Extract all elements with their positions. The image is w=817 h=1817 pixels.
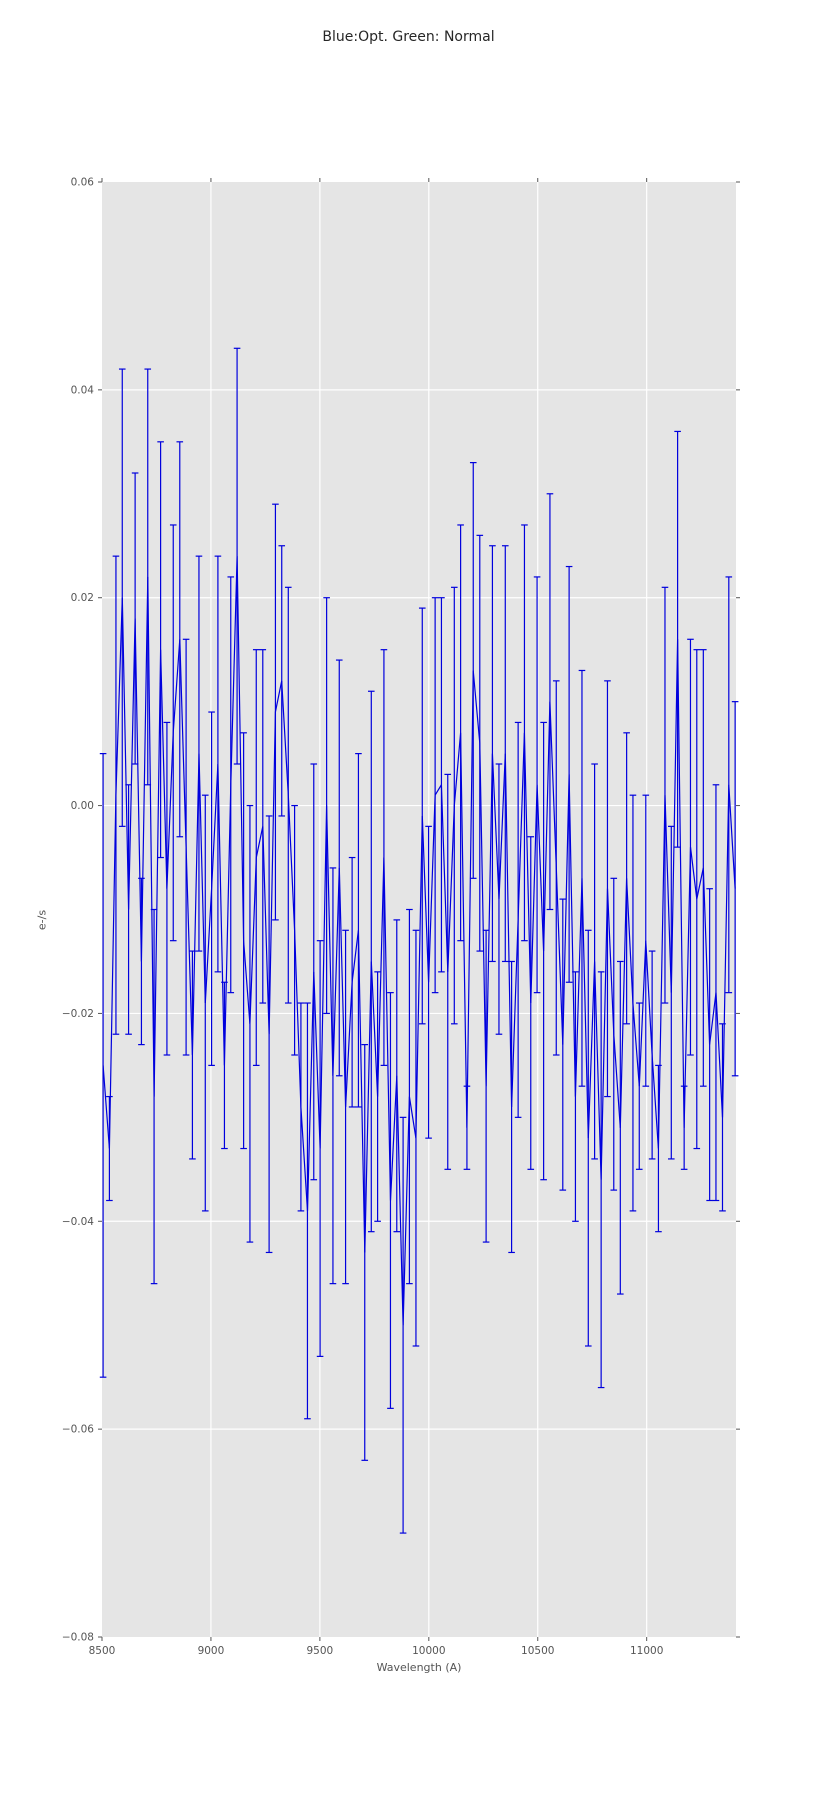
series-line <box>102 556 736 1326</box>
y-tick-label: −0.08 <box>62 1632 94 1644</box>
y-tick-label: −0.04 <box>62 1216 94 1228</box>
x-tick-label: 9500 <box>307 1645 334 1657</box>
y-tick-label: 0.04 <box>71 384 95 396</box>
x-tick-label: 10500 <box>521 1645 554 1657</box>
chart-title: Blue:Opt. Green: Normal <box>322 29 495 45</box>
y-tick-label: −0.06 <box>62 1424 94 1436</box>
y-tick-label: 0.02 <box>71 592 94 604</box>
y-tick-label: 0.06 <box>71 177 95 189</box>
y-tick-label: −0.02 <box>62 1008 94 1020</box>
y-tick-label: 0.00 <box>71 800 94 812</box>
x-axis-label: Wavelength (A) <box>376 1661 462 1674</box>
x-tick-label: 9000 <box>198 1645 225 1657</box>
plot-background <box>102 182 736 1637</box>
x-tick-label: 11000 <box>630 1645 663 1657</box>
x-tick-label: 10000 <box>412 1645 445 1657</box>
x-tick-label: 8500 <box>89 1645 116 1657</box>
